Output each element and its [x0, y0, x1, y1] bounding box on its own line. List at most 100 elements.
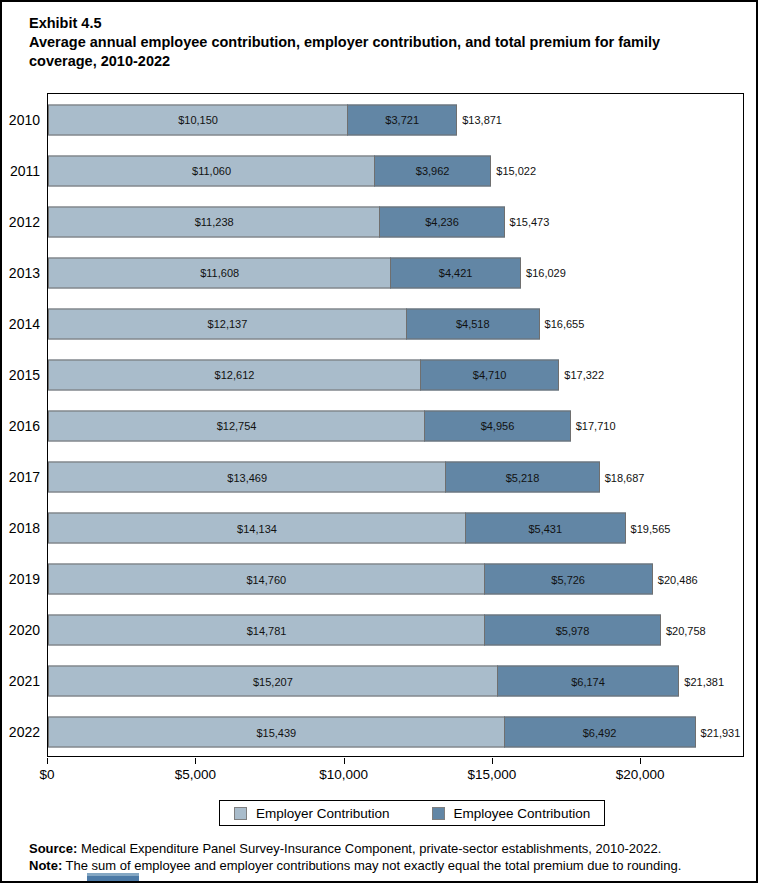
- employer-segment: $12,754: [48, 410, 425, 441]
- chart-title: Average annual employee contribution, em…: [29, 33, 724, 71]
- x-axis-tick: [344, 758, 345, 764]
- total-premium-label: $13,871: [462, 114, 502, 126]
- source-text: Medical Expenditure Panel Survey-Insuran…: [77, 841, 661, 856]
- bar-row: 2011$11,060$3,962$15,022: [48, 145, 743, 196]
- segment-value-label: $6,174: [498, 675, 679, 687]
- legend-item: Employer Contribution: [234, 806, 390, 821]
- employee-segment: $5,978: [484, 615, 661, 646]
- segment-value-label: $14,760: [49, 573, 484, 585]
- total-premium-label: $21,381: [684, 675, 724, 687]
- total-premium-label: $20,758: [666, 624, 706, 636]
- bar-row: 2016$12,754$4,956$17,710: [48, 400, 743, 451]
- note-label: Note:: [29, 858, 62, 873]
- employee-segment: $4,710: [420, 359, 559, 390]
- year-label: 2010: [9, 112, 40, 128]
- total-premium-label: $19,565: [631, 522, 671, 534]
- employer-segment: $14,781: [48, 615, 485, 646]
- stacked-bar: $12,612$4,710$17,322: [48, 359, 560, 390]
- employer-segment: $15,207: [48, 666, 498, 697]
- total-premium-label: $18,687: [605, 471, 645, 483]
- employee-segment: $6,174: [497, 666, 680, 697]
- segment-value-label: $14,781: [49, 624, 484, 636]
- segment-value-label: $4,710: [421, 369, 558, 381]
- employer-segment: $11,060: [48, 155, 375, 186]
- footer-notes: Source: Medical Expenditure Panel Survey…: [29, 840, 749, 874]
- employer-segment: $14,134: [48, 513, 466, 544]
- employee-segment: $4,518: [406, 308, 540, 339]
- year-label: 2015: [9, 367, 40, 383]
- bar-row: 2021$15,207$6,174$21,381: [48, 656, 743, 707]
- x-axis-tick-label: $10,000: [319, 767, 368, 782]
- x-axis-tick: [195, 758, 196, 764]
- exhibit-page: Exhibit 4.5 Average annual employee cont…: [0, 0, 758, 883]
- total-premium-label: $15,022: [496, 165, 536, 177]
- segment-value-label: $3,962: [375, 165, 490, 177]
- employer-segment: $15,439: [48, 717, 505, 748]
- employee-segment: $4,236: [379, 206, 504, 237]
- employer-segment: $12,137: [48, 308, 407, 339]
- employee-segment: $5,218: [445, 462, 599, 493]
- employee-segment: $4,956: [424, 410, 571, 441]
- employee-segment: $3,962: [374, 155, 491, 186]
- x-axis-tick: [47, 758, 48, 764]
- stacked-bar: $12,137$4,518$16,655: [48, 308, 541, 339]
- segment-value-label: $5,978: [485, 624, 660, 636]
- total-premium-label: $15,473: [510, 216, 550, 228]
- segment-value-label: $15,207: [49, 675, 497, 687]
- stacked-bar: $15,439$6,492$21,931: [48, 717, 697, 748]
- x-axis-tick: [640, 758, 641, 764]
- employer-segment: $11,238: [48, 206, 380, 237]
- bar-row: 2013$11,608$4,421$16,029: [48, 247, 743, 298]
- employer-segment: $11,608: [48, 257, 391, 288]
- bar-row: 2017$13,469$5,218$18,687: [48, 452, 743, 503]
- stacked-bar: $13,469$5,218$18,687: [48, 462, 601, 493]
- bar-row: 2018$14,134$5,431$19,565: [48, 503, 743, 554]
- legend: Employer Contribution Employee Contributi…: [219, 800, 605, 826]
- note-line: Note: The sum of employee and employer c…: [29, 857, 749, 874]
- source-label: Source:: [29, 841, 77, 856]
- stacked-bar: $11,608$4,421$16,029: [48, 257, 522, 288]
- x-axis-tick-label: $20,000: [616, 767, 665, 782]
- segment-value-label: $4,956: [425, 420, 570, 432]
- segment-value-label: $12,137: [49, 318, 406, 330]
- year-label: 2022: [9, 724, 40, 740]
- legend-item: Employee Contribution: [432, 806, 591, 821]
- bar-row: 2022$15,439$6,492$21,931: [48, 707, 743, 758]
- stacked-bar: $10,150$3,721$13,871: [48, 104, 458, 135]
- year-label: 2019: [9, 571, 40, 587]
- source-line: Source: Medical Expenditure Panel Survey…: [29, 840, 749, 857]
- segment-value-label: $5,218: [446, 471, 598, 483]
- segment-value-label: $5,431: [466, 522, 625, 534]
- employee-segment: $6,492: [504, 717, 696, 748]
- segment-value-label: $11,608: [49, 267, 390, 279]
- employee-segment: $3,721: [347, 104, 457, 135]
- total-premium-label: $17,710: [576, 420, 616, 432]
- employer-segment: $10,150: [48, 104, 348, 135]
- bar-row: 2020$14,781$5,978$20,758: [48, 605, 743, 656]
- segment-value-label: $13,469: [49, 471, 445, 483]
- stacked-bar: $15,207$6,174$21,381: [48, 666, 680, 697]
- bar-row: 2019$14,760$5,726$20,486: [48, 554, 743, 605]
- segment-value-label: $4,421: [391, 267, 520, 279]
- year-label: 2011: [10, 163, 40, 179]
- year-label: 2021: [9, 673, 40, 689]
- legend-label: Employer Contribution: [256, 806, 390, 821]
- total-premium-label: $16,655: [545, 318, 585, 330]
- segment-value-label: $6,492: [505, 726, 695, 738]
- year-label: 2012: [9, 214, 40, 230]
- year-label: 2020: [9, 622, 40, 638]
- year-label: 2016: [9, 418, 40, 434]
- partial-blue-element: [87, 873, 139, 883]
- employee-segment: $5,431: [465, 513, 626, 544]
- x-axis-tick-label: $0: [39, 767, 54, 782]
- segment-value-label: $11,060: [49, 165, 374, 177]
- bar-row: 2015$12,612$4,710$17,322: [48, 349, 743, 400]
- year-label: 2017: [9, 469, 40, 485]
- stacked-bar: $11,238$4,236$15,473: [48, 206, 506, 237]
- x-axis-tick: [492, 758, 493, 764]
- segment-value-label: $14,134: [49, 522, 465, 534]
- legend-swatch-icon: [432, 807, 445, 820]
- employer-segment: $13,469: [48, 462, 446, 493]
- exhibit-number: Exhibit 4.5: [29, 14, 735, 33]
- stacked-bar: $14,134$5,431$19,565: [48, 513, 627, 544]
